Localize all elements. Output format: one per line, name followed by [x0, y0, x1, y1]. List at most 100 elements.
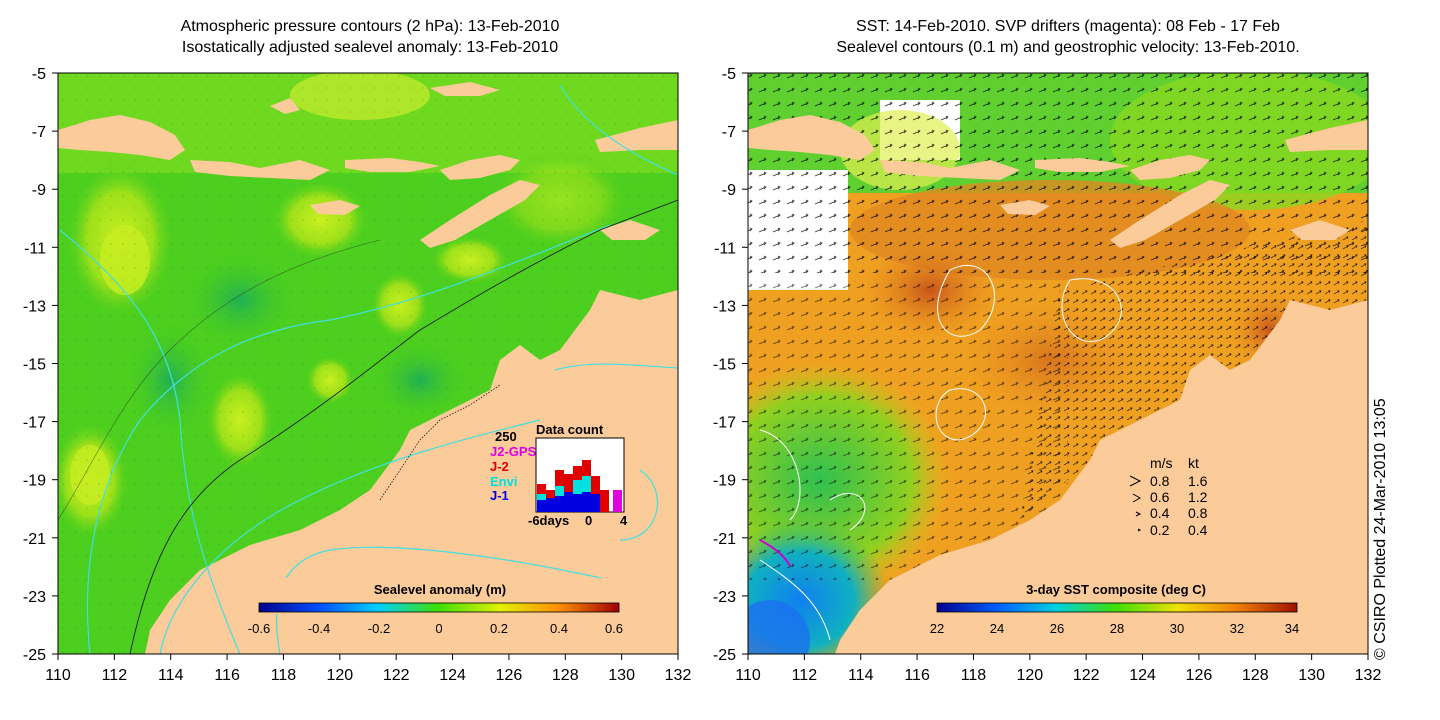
anomaly-tick: 0.4: [550, 621, 568, 636]
data-count-inset: 250 Data count J2-GPS J-2 Envi J-1 -6day…: [490, 422, 628, 528]
left-y-tick-label: -21: [23, 531, 46, 548]
left-x-tick-label: 122: [383, 667, 410, 684]
timor-island: [1110, 180, 1230, 248]
right-x-tick-label: 126: [1186, 667, 1213, 684]
velocity-kt: 1.6: [1188, 473, 1208, 489]
timor-island: [420, 180, 540, 248]
left-x-tick-label: 114: [158, 667, 184, 684]
left-x-tick-label: 130: [608, 667, 635, 684]
left-x-tick-label: 116: [214, 667, 240, 684]
inset-title: Data count: [536, 422, 604, 437]
legend-envi: Envi: [490, 474, 517, 489]
legend-j2: J-2: [490, 459, 509, 474]
svp-drifter-track: [759, 539, 791, 567]
right-x-tick-label: 120: [1016, 667, 1043, 684]
right-map-title: SST: 14-Feb-2010. SVP drifters (magenta)…: [748, 16, 1388, 58]
right-y-tick-label: -15: [713, 357, 736, 374]
anomaly-colorbar-label: Sealevel anomaly (m): [374, 582, 506, 597]
left-y-tick-label: -13: [23, 298, 46, 315]
right-y-tick-label: -19: [713, 473, 736, 490]
sst-colorbar-label: 3-day SST composite (deg C): [1026, 582, 1206, 597]
left-y-tick-label: -7: [32, 124, 46, 141]
right-y-tick-label: -25: [713, 647, 736, 664]
anomaly-tick: -0.2: [368, 621, 390, 636]
velocity-header-kt: kt: [1188, 455, 1199, 471]
right-x-tick-label: 122: [1073, 667, 1100, 684]
left-y-tick-label: -9: [32, 182, 46, 199]
right-y-tick-label: -23: [713, 589, 736, 606]
right-y-tick-label: -7: [722, 124, 736, 141]
inset-xtick-end: 4: [620, 513, 628, 528]
left-title-line2: Isostatically adjusted sealevel anomaly:…: [181, 39, 559, 56]
left-map-title: Atmospheric pressure contours (2 hPa): 1…: [60, 16, 680, 58]
right-x-tick-label: 128: [1242, 667, 1269, 684]
right-y-tick-label: -21: [713, 531, 736, 548]
velocity-legend: m/s kt 0.8 1.6 0.6 1.2 0.4 0.8 0.2 0.4: [1129, 455, 1208, 538]
left-y-tick-label: -15: [23, 357, 46, 374]
australia-landmass: [145, 290, 678, 654]
inset-xtick-zero: 0: [585, 513, 592, 528]
anomaly-tick: -0.4: [308, 621, 330, 636]
anomaly-tick: 0.2: [490, 621, 508, 636]
right-y-tick-label: -13: [713, 298, 736, 315]
right-x-tick-label: 112: [792, 667, 818, 684]
sst-tick: 34: [1285, 621, 1299, 636]
right-x-tick-label: 118: [961, 667, 987, 684]
legend-j1: J-1: [490, 488, 509, 503]
sst-tick: 28: [1110, 621, 1124, 636]
right-x-tick-label: 132: [1355, 667, 1382, 684]
right-x-tick-label: 110: [735, 667, 761, 684]
right-title-line1: SST: 14-Feb-2010. SVP drifters (magenta)…: [856, 18, 1280, 35]
velocity-kt: 0.8: [1188, 505, 1208, 521]
left-y-tick-label: -19: [23, 473, 46, 490]
left-y-tick-label: -23: [23, 589, 46, 606]
anomaly-tick: -0.6: [248, 621, 270, 636]
left-x-tick-label: 112: [102, 667, 128, 684]
legend-j2gps: J2-GPS: [490, 444, 537, 459]
anomaly-colorbar: Sealevel anomaly (m) -0.6 -0.4 -0.2 0 0.…: [248, 578, 639, 636]
right-y-tick-label: -5: [722, 66, 736, 83]
left-y-tick-label: -11: [24, 240, 46, 257]
right-x-tick-label: 130: [1298, 667, 1325, 684]
anomaly-tick: 0.6: [605, 621, 623, 636]
sst-tick: 32: [1230, 621, 1244, 636]
left-map-plot: [58, 73, 678, 654]
right-x-tick-label: 114: [848, 667, 874, 684]
inset-ymax-label: 250: [495, 429, 517, 444]
sst-colorbar: 3-day SST composite (deg C) 22 24 26 28 …: [926, 578, 1308, 636]
left-x-tick-label: 118: [271, 667, 297, 684]
velocity-ms: 0.6: [1150, 489, 1170, 505]
velocity-kt: 1.2: [1188, 489, 1208, 505]
left-x-tick-label: 120: [326, 667, 353, 684]
java-island: [58, 115, 185, 160]
velocity-ms: 0.2: [1150, 522, 1170, 538]
sst-tick: 26: [1050, 621, 1064, 636]
right-y-tick-label: -9: [722, 182, 736, 199]
left-x-tick-label: 110: [45, 667, 71, 684]
right-title-line2: Sealevel contours (0.1 m) and geostrophi…: [836, 39, 1300, 56]
right-x-tick-label: 124: [1129, 667, 1156, 684]
velocity-ms: 0.4: [1150, 505, 1170, 521]
inset-bars: [537, 460, 622, 512]
left-title-line1: Atmospheric pressure contours (2 hPa): 1…: [180, 18, 560, 35]
sst-tick: 22: [930, 621, 944, 636]
left-y-tick-label: -17: [23, 415, 46, 432]
velocity-kt: 0.4: [1188, 522, 1208, 538]
csiro-credit: © CSIRO Plotted 24-Mar-2010 13:05: [1372, 398, 1389, 660]
left-x-tick-label: 126: [496, 667, 523, 684]
right-map-plot: [748, 73, 1368, 654]
australia-landmass: [835, 300, 1368, 654]
right-y-tick-label: -11: [714, 240, 736, 257]
anomaly-tick: 0: [435, 621, 442, 636]
inset-xtick-start: -6days: [528, 513, 569, 528]
left-x-tick-label: 132: [665, 667, 692, 684]
map-axes: 110 112 114 116 118 120 122 124 126 128 130 132 -5 -7…: [23, 66, 1382, 684]
left-y-tick-label: -25: [23, 647, 46, 664]
right-y-tick-label: -17: [713, 415, 736, 432]
velocity-ms: 0.8: [1150, 473, 1170, 489]
left-y-tick-label: -5: [32, 66, 46, 83]
sst-tick: 30: [1170, 621, 1184, 636]
right-x-tick-label: 116: [904, 667, 930, 684]
velocity-header-ms: m/s: [1150, 455, 1173, 471]
